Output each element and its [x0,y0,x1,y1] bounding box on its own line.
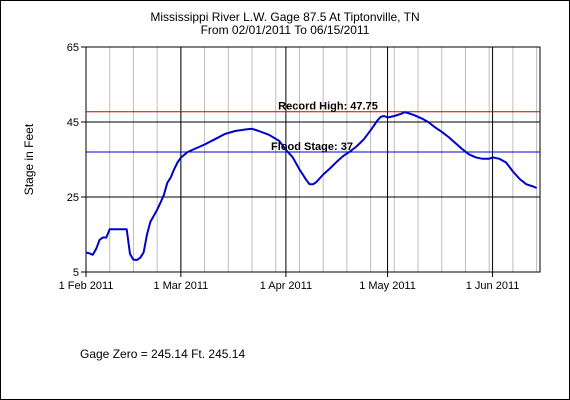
x-tick-label: 1 Feb 2011 [59,280,114,292]
x-tick-label: 1 Mar 2011 [153,280,208,292]
y-tick-label: 65 [67,42,79,54]
y-tick-label: 5 [73,267,79,279]
stage-series-line [85,111,538,261]
x-tick-label: 1 Apr 2011 [260,280,312,292]
y-tick-label: 45 [67,117,79,129]
x-tick-label: 1 Jun 2011 [466,280,520,292]
flood-stage-label: Flood Stage: 37 [271,141,353,153]
chart-title: Mississippi River L.W. Gage 87.5 At Tipt… [150,10,420,24]
plot-area [86,47,540,272]
x-tick-label: 1 May 2011 [359,280,416,292]
y-tick-label: 25 [67,192,79,204]
plot-border [85,46,541,273]
chart-subtitle: From 02/01/2011 To 06/15/2011 [200,23,370,37]
gage-zero-note: Gage Zero = 245.14 Ft. 245.14 [80,347,246,361]
record-high-label: Record High: 47.75 [278,101,378,113]
y-axis-label: Stage in Feet [22,123,36,195]
